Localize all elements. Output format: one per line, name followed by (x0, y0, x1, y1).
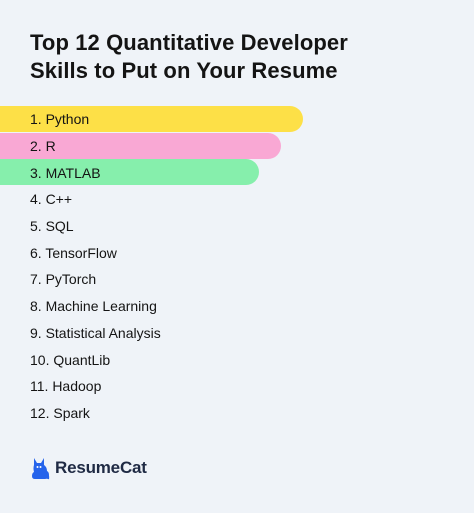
title-line-2: Skills to Put on Your Resume (30, 58, 338, 83)
skill-highlight-bar (0, 159, 259, 186)
skill-item: 6. TensorFlow (0, 239, 474, 266)
skill-item: 3. MATLAB (0, 159, 474, 186)
skill-label: 6. TensorFlow (30, 244, 117, 261)
skill-item: 7. PyTorch (0, 266, 474, 293)
skill-label: 1. Python (30, 111, 90, 128)
title-line-1: Top 12 Quantitative Developer (30, 30, 348, 55)
skill-highlight-bar (0, 106, 303, 132)
page-title: Top 12 Quantitative Developer Skills to … (30, 29, 450, 85)
skill-label: 8. Machine Learning (30, 298, 157, 315)
skill-item: 11. Hadoop (0, 373, 474, 400)
skill-item: 4. C++ (0, 186, 474, 213)
skill-label: 7. PyTorch (30, 271, 97, 288)
skill-label: 10. QuantLib (30, 351, 111, 368)
skill-highlight-bar (0, 132, 281, 159)
skill-item: 10. QuantLib (0, 346, 474, 373)
cat-icon (30, 455, 50, 481)
skill-label: 12. Spark (30, 404, 90, 421)
skill-item: 12. Spark (0, 400, 474, 427)
resumecat-logo[interactable]: ResumeCat (30, 455, 147, 481)
skill-label: 9. Statistical Analysis (30, 324, 161, 341)
skill-label: 2. R (30, 138, 56, 155)
skills-list: 1. Python 2. R 3. MATLAB 4. C++ 5. SQL 6. Ten… (0, 106, 474, 426)
brand-name: ResumeCat (55, 458, 147, 477)
skill-item: 2. R (0, 132, 474, 160)
skill-item: 5. SQL (0, 213, 474, 240)
skill-label: 5. SQL (30, 218, 74, 235)
skill-label: 11. Hadoop (30, 378, 102, 395)
skill-label: 4. C++ (30, 191, 73, 208)
skill-item: 9. Statistical Analysis (0, 320, 474, 347)
skill-item: 8. Machine Learning (0, 293, 474, 320)
skill-label: 3. MATLAB (30, 164, 101, 181)
skill-item: 1. Python (0, 106, 474, 133)
